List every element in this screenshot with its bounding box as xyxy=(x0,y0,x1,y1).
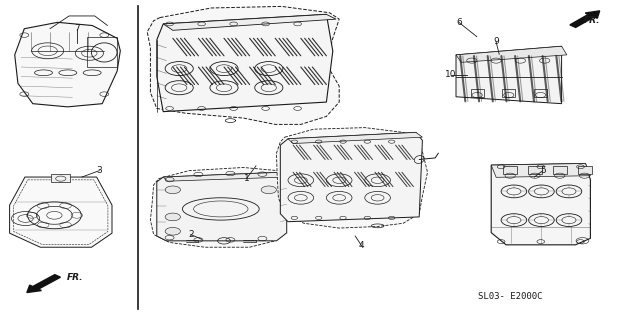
Polygon shape xyxy=(163,172,287,181)
FancyArrow shape xyxy=(27,275,60,293)
Bar xyxy=(528,166,542,174)
Text: 7: 7 xyxy=(74,24,79,33)
Polygon shape xyxy=(157,172,287,241)
Text: 4: 4 xyxy=(359,241,364,250)
Polygon shape xyxy=(276,128,428,228)
Polygon shape xyxy=(288,132,422,144)
Polygon shape xyxy=(15,22,120,107)
Polygon shape xyxy=(456,46,562,104)
Circle shape xyxy=(165,186,180,194)
Polygon shape xyxy=(10,177,112,247)
FancyArrow shape xyxy=(570,11,600,27)
Polygon shape xyxy=(150,167,291,247)
Polygon shape xyxy=(157,14,333,112)
Circle shape xyxy=(261,186,276,194)
Polygon shape xyxy=(280,132,422,222)
Circle shape xyxy=(165,227,180,235)
Polygon shape xyxy=(456,46,567,62)
Text: 3: 3 xyxy=(97,166,102,175)
Text: 10: 10 xyxy=(445,70,456,79)
Bar xyxy=(502,89,515,97)
Polygon shape xyxy=(492,163,590,177)
Polygon shape xyxy=(147,6,339,124)
Bar xyxy=(553,166,567,174)
Polygon shape xyxy=(163,14,336,30)
Polygon shape xyxy=(492,163,590,245)
Bar xyxy=(503,166,517,174)
Bar xyxy=(51,174,70,182)
Text: 1: 1 xyxy=(244,174,249,183)
Bar xyxy=(471,89,484,97)
Text: 6: 6 xyxy=(456,18,461,27)
Text: 2: 2 xyxy=(188,230,193,239)
Bar xyxy=(577,166,591,174)
Text: SL03- E2000C: SL03- E2000C xyxy=(478,292,542,301)
Bar xyxy=(534,89,547,97)
Text: FR.: FR. xyxy=(67,273,84,282)
Text: 5: 5 xyxy=(540,166,545,175)
Circle shape xyxy=(165,213,180,221)
Text: 9: 9 xyxy=(493,37,499,46)
Text: FR.: FR. xyxy=(584,16,600,25)
